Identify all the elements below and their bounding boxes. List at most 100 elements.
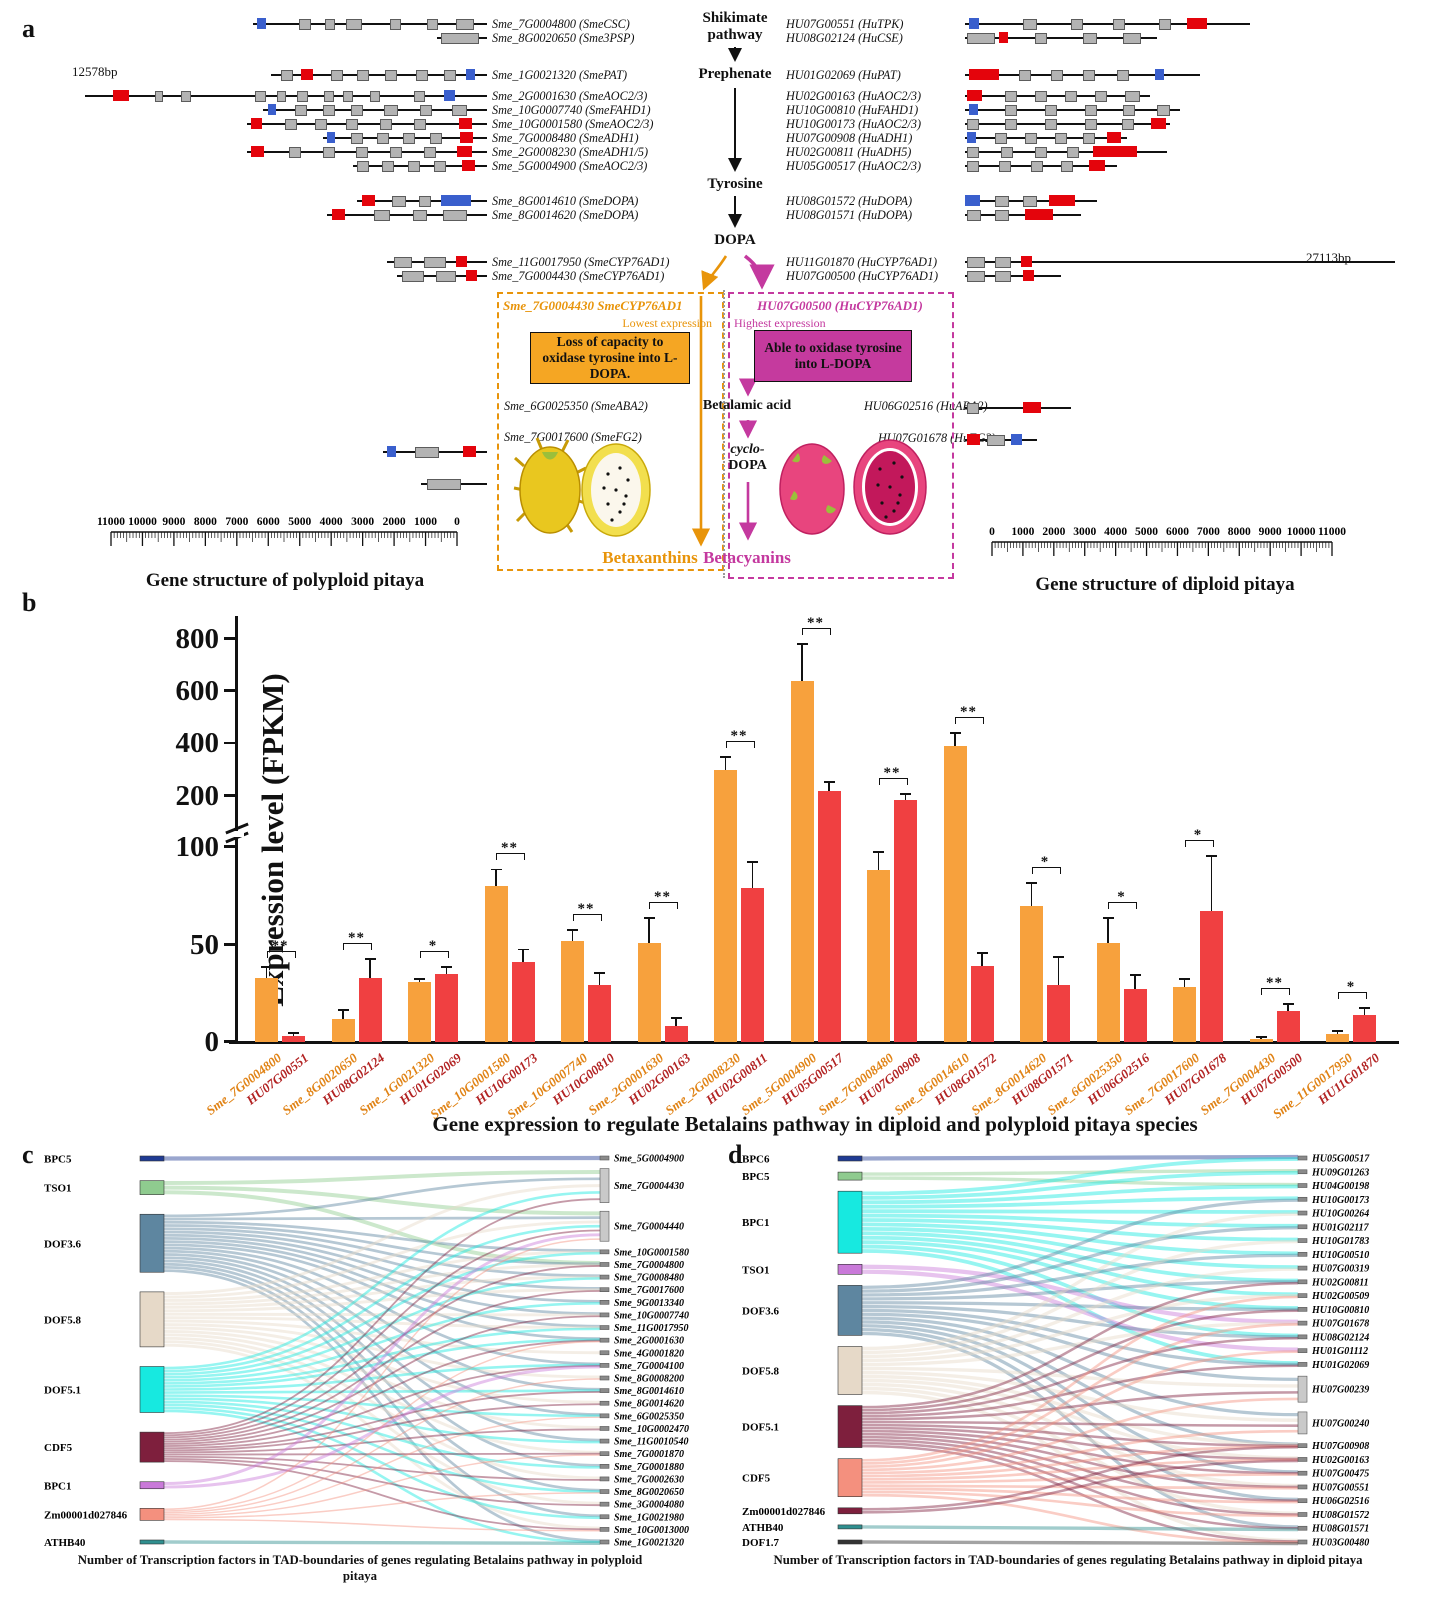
gene-line: [965, 261, 1395, 263]
exon-block: [967, 161, 979, 172]
y-tick-label: 400: [175, 727, 220, 760]
exon-block: [315, 119, 327, 130]
tf-node-DOF5.8: [837, 1346, 863, 1395]
sankey-link-DOF5.1-HU07G00240: [861, 1420, 1299, 1427]
gene-node-label-Sme_10G0002470: Sme_10G0002470: [614, 1424, 689, 1435]
sankey-link-TSO1-Sme_7G0004800: [163, 1190, 601, 1265]
error-bar-cap: [517, 948, 529, 951]
exon-block: [1031, 161, 1043, 172]
panel-a-divider: [723, 290, 725, 578]
error-bar-cap: [364, 958, 376, 961]
sankey-link-DOF3.6-Sme_7G0004430: [163, 1177, 601, 1218]
gene-node-HU01G01112: [1297, 1348, 1308, 1353]
gene-node-Sme_1G0021320: [599, 1539, 610, 1545]
bar-Sme_11G0017950: [1326, 1034, 1349, 1042]
sankey-link-DOF5.1-HU07G00551: [861, 1432, 1299, 1489]
gene-node-HU09G01263: [1297, 1169, 1308, 1175]
utr-block-red: [459, 118, 472, 129]
sankey-link-CDF5-HU07G00908: [861, 1445, 1299, 1478]
sankey-link-DOF3.6-Sme_8G0020650: [163, 1262, 601, 1492]
exon-block: [331, 70, 343, 81]
sankey-link-DOF5.8-HU07G00551: [861, 1382, 1299, 1488]
sankey-link-DOF3.6-HU01G02117: [861, 1226, 1299, 1293]
significance-label: **: [654, 889, 671, 906]
exon-block: [999, 161, 1011, 172]
significance-bracket: [343, 943, 372, 951]
sankey-link-DOF5.8-Sme_8G0008200: [163, 1323, 601, 1379]
significance-bracket: [725, 740, 755, 748]
sankey-link-DOF5.1-HU07G00908: [861, 1423, 1299, 1447]
svg-text:7000: 7000: [1197, 526, 1220, 538]
exon-block: [289, 147, 301, 158]
significance-bracket: [955, 717, 984, 725]
svg-text:1000: 1000: [414, 516, 437, 528]
caption-sankey-diploid: Number of Transcription factors in TAD-b…: [773, 1553, 1363, 1567]
exon-block: [424, 257, 446, 268]
error-bar: [648, 919, 650, 943]
error-bar-cap: [823, 780, 835, 783]
gene-line: [247, 123, 487, 125]
error-bar-cap: [949, 732, 961, 735]
gene-node-Sme_7G0001880: [599, 1464, 610, 1469]
gene-node-label-Sme_5G0004900: Sme_5G0004900: [614, 1154, 684, 1165]
bar-Sme_8G0014610: [943, 746, 967, 1042]
gene-node-Sme_10G0001580: [599, 1249, 610, 1255]
utr-block-blue: [967, 132, 976, 143]
error-bar: [571, 930, 574, 941]
error-bar-cap: [1129, 973, 1141, 976]
chart-title: Gene expression to regulate Betalains pa…: [432, 1112, 1198, 1136]
exon-block: [385, 70, 397, 81]
error-bar: [292, 1034, 295, 1037]
exon-block: [967, 271, 985, 282]
significance-bracket: [419, 950, 449, 958]
sankey-link-Zm00001d027846-Sme_8G0020650: [163, 1492, 601, 1519]
exon-block: [384, 105, 398, 116]
gene-node-label-HU10G00510: HU10G00510: [1311, 1250, 1369, 1261]
gene-structure-Sme_2G0008230: [85, 145, 487, 159]
significance-bracket: [1031, 867, 1061, 875]
tf-node-BPC5: [139, 1155, 165, 1162]
gene-node-Sme_8G0020650: [599, 1489, 610, 1494]
error-bar-cap: [747, 860, 758, 863]
significance-bracket: [802, 628, 831, 636]
sankey-link-CDF5-HU07G00475: [861, 1473, 1299, 1484]
gene-node-label-HU01G02069: HU01G02069: [1311, 1360, 1369, 1371]
tf-label-DOF5.1: DOF5.1: [44, 1385, 81, 1397]
gene-node-label-Sme_10G0007740: Sme_10G0007740: [614, 1310, 689, 1321]
exon-block: [356, 147, 368, 158]
ruler-diploid: 0 1000 2000 3000 4000 5000 6000 7000 8000 9000 100…: [989, 526, 1346, 556]
gene-node-label-HU01G02117: HU01G02117: [1311, 1222, 1370, 1233]
gene-node-HU07G00240: [1297, 1411, 1308, 1435]
sankey-link-BPC1-HU05G00517: [861, 1157, 1299, 1196]
svg-text:1000: 1000: [1011, 526, 1034, 538]
tf-label-DOF5.1: DOF5.1: [742, 1422, 779, 1434]
sankey-link-DOF5.1-Sme_7G0004430: [163, 1191, 601, 1370]
gene-structure-Sme_8G0014620: [85, 208, 487, 222]
y-tick: [224, 794, 236, 797]
gene-node-label-HU07G00240: HU07G00240: [1311, 1418, 1369, 1429]
exon-block: [1023, 196, 1037, 207]
y-tick: [224, 741, 236, 745]
pathway-step-shikimate: Shikimate pathway: [702, 10, 768, 43]
sankey-link-DOF5.1-Sme_9G0013340: [163, 1302, 601, 1382]
gene-node-HU07G00239: [1297, 1375, 1308, 1403]
svg-text:7000: 7000: [225, 516, 248, 528]
bar-HU01G02069: [435, 973, 458, 1042]
tf-label-BPC1: BPC1: [742, 1217, 770, 1229]
gene-node-label-Sme_7G0004800: Sme_7G0004800: [614, 1260, 684, 1271]
sankey-link-DOF5.8-HU07G01678: [861, 1321, 1299, 1367]
significance-bracket: [572, 913, 602, 921]
tf-label-ATHB40: ATHB40: [742, 1522, 784, 1534]
utr-block-red: [460, 132, 473, 143]
gene-label-Sme_6G0025350: Sme_6G0025350 (SmeABA2): [504, 399, 648, 413]
sankey-link-DOF3.6-HU08G02124: [861, 1304, 1299, 1339]
sankey-link-CDF5-HU06G02516: [861, 1487, 1299, 1504]
bar-HU08G02124: [358, 977, 382, 1042]
gene-node-label-Sme_7G0004430: Sme_7G0004430: [614, 1181, 684, 1192]
sankey-link-DOF5.8-HU10G00264: [861, 1212, 1299, 1351]
tf-label-DOF3.6: DOF3.6: [742, 1305, 779, 1317]
gene-label-Sme_7G0004430: Sme_7G0004430 (SmeCYP76AD1): [492, 269, 665, 283]
bar-Sme_8G0014620: [1020, 905, 1043, 1042]
sankey-diploid: BPC6 BPC5 BPC1 TSO1 DOF3.6 DOF5.8 DOF5.1 CDF5 Zm…: [742, 1154, 1370, 1550]
sankey-link-DOF3.6-Sme_7G0004100: [163, 1246, 601, 1366]
